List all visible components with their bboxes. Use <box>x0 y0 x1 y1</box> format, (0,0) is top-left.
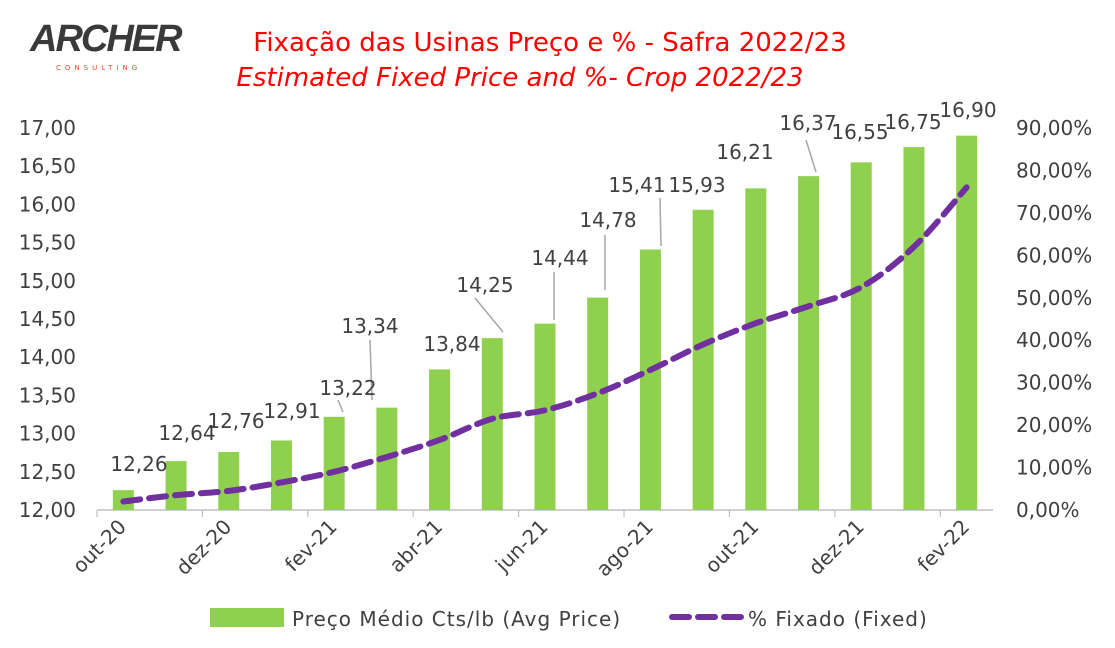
y-left-tick-label: 13,00 <box>19 422 76 446</box>
data-label: 16,21 <box>716 140 773 164</box>
y-right-tick-label: 0,00% <box>1016 498 1080 522</box>
data-label: 16,37 <box>779 111 836 135</box>
bar <box>903 147 925 510</box>
data-label-leader <box>474 297 504 333</box>
y-left-tick-label: 12,00 <box>19 498 76 522</box>
y-left-tick-label: 12,50 <box>19 460 76 484</box>
bar <box>270 440 292 510</box>
data-label: 16,75 <box>884 110 941 134</box>
bar <box>165 461 187 510</box>
y-left-tick-label: 15,00 <box>19 269 76 293</box>
data-label: 14,25 <box>456 273 513 297</box>
bar <box>850 162 872 510</box>
data-label: 13,34 <box>341 314 398 338</box>
x-tick-label: dez-21 <box>804 515 869 580</box>
y-left-tick-label: 15,50 <box>19 231 76 255</box>
y-right-tick-label: 90,00% <box>1016 116 1092 140</box>
y-left-tick-label: 13,50 <box>19 383 76 407</box>
bar <box>692 209 714 511</box>
x-tick-label: fev-22 <box>912 515 974 577</box>
data-label: 13,84 <box>423 332 480 356</box>
data-label: 16,55 <box>831 120 888 144</box>
data-label: 15,93 <box>668 173 725 197</box>
data-label: 16,90 <box>939 98 996 122</box>
x-tick-label: ago-21 <box>591 515 658 582</box>
x-tick-label: dez-20 <box>171 515 236 580</box>
bar <box>587 297 609 510</box>
bar <box>639 249 661 510</box>
y-right-tick-label: 60,00% <box>1016 243 1092 267</box>
x-tick-label: jun-21 <box>490 515 553 578</box>
data-label: 12,26 <box>110 452 167 476</box>
bar <box>956 135 978 510</box>
data-label: 12,64 <box>158 421 215 445</box>
legend-label-avg-price: Preço Médio Cts/lb (Avg Price) <box>292 607 621 631</box>
y-right-tick-label: 50,00% <box>1016 286 1092 310</box>
data-label-leader <box>659 197 662 247</box>
logo-text: ARCHER <box>30 18 183 60</box>
x-tick-label: out-21 <box>700 515 763 578</box>
data-label-leader <box>805 139 817 173</box>
y-left-tick-label: 17,00 <box>19 116 76 140</box>
y-left-tick-label: 14,00 <box>19 345 76 369</box>
y-left-tick-label: 14,50 <box>19 307 76 331</box>
y-right-tick-label: 30,00% <box>1016 371 1092 395</box>
bar <box>218 451 240 510</box>
data-label: 12,76 <box>207 409 264 433</box>
fixed-percent-line <box>120 184 970 505</box>
x-tick-label: abr-21 <box>385 515 448 578</box>
data-label-leader <box>337 399 344 413</box>
y-right-tick-label: 20,00% <box>1016 413 1092 437</box>
bar <box>323 416 345 510</box>
y-right-tick-label: 80,00% <box>1016 158 1092 182</box>
data-label: 13,22 <box>319 376 376 400</box>
data-label: 14,78 <box>579 208 636 232</box>
y-left-tick-label: 16,50 <box>19 154 76 178</box>
legend-swatch-bar <box>210 608 284 627</box>
bar <box>481 338 503 510</box>
y-left-tick-label: 16,00 <box>19 192 76 216</box>
logo: ARCHER CONSULTING <box>30 18 190 78</box>
x-tick-label: fev-21 <box>280 515 342 577</box>
data-label: 15,41 <box>608 173 665 197</box>
data-label-leader <box>369 339 373 401</box>
chart-subtitle: Estimated Fixed Price and %- Crop 2022/2… <box>236 63 804 93</box>
y-right-tick-label: 10,00% <box>1016 456 1092 480</box>
bar <box>745 188 767 510</box>
logo-subtext: CONSULTING <box>56 64 142 72</box>
data-label: 14,44 <box>531 246 588 270</box>
bar <box>798 176 820 510</box>
y-right-tick-label: 70,00% <box>1016 201 1092 225</box>
bar <box>534 323 556 510</box>
x-tick-label: out-20 <box>68 515 131 578</box>
data-label: 12,91 <box>263 399 320 423</box>
legend-label-fixed: % Fixado (Fixed) <box>748 607 928 631</box>
y-right-tick-label: 40,00% <box>1016 328 1092 352</box>
chart-title: Fixação das Usinas Preço e % - Safra 202… <box>253 28 847 58</box>
